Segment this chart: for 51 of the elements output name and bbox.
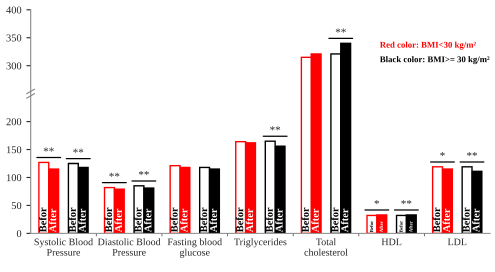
annotation: ** — [138, 171, 149, 176]
text: After — [246, 208, 254, 232]
text: Befor — [432, 208, 440, 232]
series-label: After — [144, 208, 152, 232]
y-tick-label: 50 — [12, 202, 22, 210]
text: Befor — [265, 208, 273, 232]
annotation: Black color: BMI>= 30 kg/m² — [380, 56, 490, 64]
text: Befor — [200, 208, 208, 232]
series-label: After — [311, 208, 319, 232]
annotation: ** — [109, 172, 120, 177]
annotation: ** — [44, 148, 54, 152]
annotation: Red color: BMI<30 kg/m² — [380, 42, 476, 50]
text: After — [48, 208, 56, 232]
y-tick-label: 200 — [6, 118, 22, 126]
text: After — [340, 208, 348, 232]
text: Befor — [462, 208, 470, 232]
text: Befor — [68, 208, 76, 232]
text: After — [78, 208, 86, 232]
text: After — [114, 208, 122, 232]
annotation: * — [374, 200, 380, 204]
text: Befor — [170, 208, 178, 232]
text: Befor — [236, 208, 244, 232]
y-tick-label: 100 — [6, 174, 22, 182]
text: After — [472, 208, 480, 232]
x-tick-label: LDL — [448, 238, 466, 246]
y-tick-label: 400 — [6, 6, 22, 14]
x-tick-label: Diastolic Blood Pressure — [98, 238, 161, 256]
text: After — [275, 208, 283, 232]
text: After — [210, 208, 218, 232]
annotation: ** — [401, 200, 412, 204]
x-tick-label: HDL — [382, 238, 402, 246]
y-tick-label: 350 — [6, 34, 22, 42]
annotation: ** — [336, 28, 346, 33]
text: Befor — [134, 208, 142, 232]
annotation: ** — [270, 126, 280, 130]
x-tick-label: Total cholesterol — [304, 238, 348, 256]
y-tick-label: 300 — [6, 62, 22, 70]
text: Befor — [301, 208, 309, 232]
series-label: Befor — [331, 208, 338, 232]
text: After — [180, 208, 188, 232]
y-tick-label: 0 — [16, 230, 22, 238]
text: After — [442, 208, 450, 232]
text: Befor — [104, 208, 112, 232]
x-tick-label: Systolic Blood Pressure — [34, 238, 93, 256]
y-tick-label: 150 — [6, 146, 22, 154]
annotation: ** — [73, 148, 84, 153]
annotation: * — [440, 152, 445, 156]
x-tick-label: Triglycerides — [234, 238, 286, 248]
x-tick-label: Fasting blood glucose — [168, 238, 222, 258]
series-label: Befor — [38, 208, 46, 232]
annotation: ** — [466, 152, 478, 156]
